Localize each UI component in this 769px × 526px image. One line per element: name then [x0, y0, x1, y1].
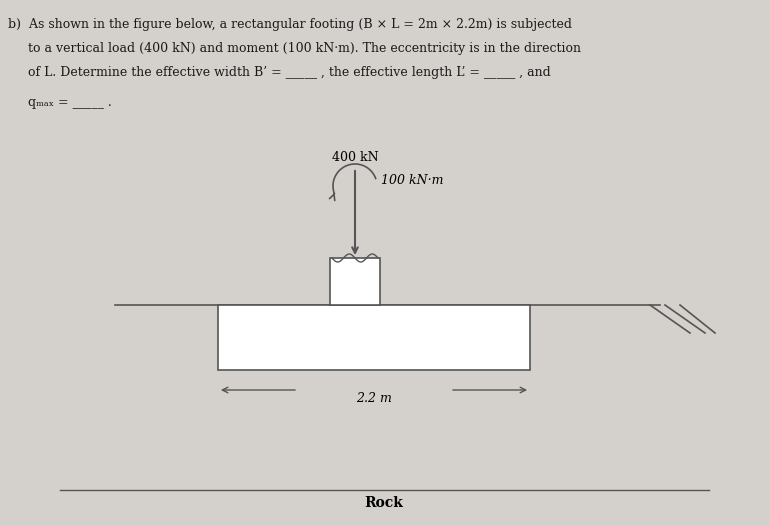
Bar	[330, 258, 380, 305]
Bar	[218, 305, 530, 370]
Text: 2.2 m: 2.2 m	[356, 392, 392, 405]
Text: qₘₐₓ = _____ .: qₘₐₓ = _____ .	[8, 96, 112, 109]
Text: b)  As shown in the figure below, a rectangular footing (B × L = 2m × 2.2m) is s: b) As shown in the figure below, a recta…	[8, 18, 572, 31]
Text: Rock: Rock	[365, 496, 404, 510]
Text: to a vertical load (400 kN) and moment (100 kN·m). The eccentricity is in the di: to a vertical load (400 kN) and moment (…	[8, 42, 581, 55]
Text: 400 kN: 400 kN	[331, 151, 378, 164]
Text: of L. Determine the effective width B’ = _____ , the effective length L’ = _____: of L. Determine the effective width B’ =…	[8, 66, 551, 79]
Text: 100 kN·m: 100 kN·m	[381, 174, 444, 187]
